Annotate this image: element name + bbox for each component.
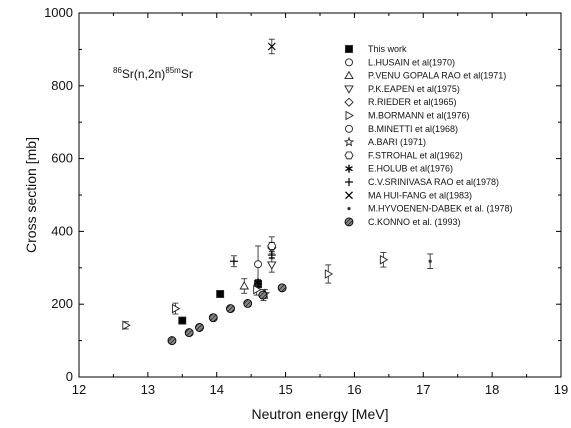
reaction-text-a: Sr(n,2n) [122, 67, 165, 81]
data-point-triangle-right [171, 302, 181, 315]
legend-entry: F.STROHAL et al(1962) [368, 150, 463, 160]
data-point-hatched-circle [226, 304, 235, 314]
data-point-hatched-circle [208, 313, 218, 323]
data-point-circle [254, 245, 262, 283]
reaction-annotation: 86Sr(n,2n)85mSr [113, 66, 193, 81]
legend-entry: C.KONNO et al. (1993) [368, 217, 461, 227]
legend-entry: M.HYVOENEN-DABEK et al. (1978) [368, 204, 513, 214]
x-tick-label: 15 [278, 382, 292, 397]
legend-marker-small-dot [347, 207, 351, 211]
legend-marker-hexagon [344, 151, 354, 160]
data-point-triangle-up [239, 278, 250, 294]
data-point-small-dot [427, 253, 434, 269]
legend-entry: MA HUI-FANG et al(1983) [368, 190, 472, 200]
legend-marker-diamond [344, 97, 354, 107]
data-point-filled-square [178, 316, 187, 325]
legend-entry: P.K.EAPEN et al(1975) [368, 84, 460, 94]
x-axis-label: Neutron energy [MeV] [252, 406, 389, 422]
legend-entry: E.HOLUB et al(1976) [368, 164, 453, 174]
x-tick-label: 19 [554, 382, 568, 397]
data-point-plus [229, 255, 238, 268]
legend-marker-triangle-right [345, 110, 354, 121]
data-point-filled-square [216, 290, 225, 298]
legend-marker-circle [345, 124, 353, 133]
legend-entry: This work [368, 44, 407, 54]
y-tick-label: 200 [51, 296, 73, 311]
legend-marker-plus [345, 178, 353, 186]
legend-entry: L.HUSAIN et al(1970) [368, 57, 455, 67]
x-tick-label: 13 [141, 382, 155, 397]
data-point-hatched-circle [258, 290, 268, 300]
legend-marker-triangle-up [344, 70, 354, 80]
data-point-plus [267, 250, 276, 260]
data-point-triangle-right [122, 320, 131, 331]
legend-marker-star [343, 136, 355, 147]
legend-marker-circle [345, 58, 353, 67]
data-point-hatched-circle [277, 283, 287, 293]
y-axis-label: Cross section [mb] [23, 137, 39, 253]
legend-marker-filled-square [345, 45, 353, 53]
x-tick-label: 14 [209, 382, 223, 397]
data-point-x [267, 38, 276, 55]
data-point-triangle-right [379, 252, 389, 268]
legend-marker-asterisk [345, 164, 353, 173]
y-tick-label: 600 [51, 151, 73, 166]
x-tick-label: 18 [485, 382, 499, 397]
legend-marker-triangle-down [344, 85, 354, 94]
reaction-mass-a: 86 [113, 66, 122, 75]
reaction-mass-b: 85m [165, 66, 181, 75]
y-tick-label: 0 [66, 369, 73, 384]
x-tick-label: 16 [347, 382, 361, 397]
legend-entry: M.BORMANN et al(1976) [368, 111, 470, 121]
legend-entry: B.MINETTI et al(1968) [368, 124, 458, 134]
y-tick-label: 400 [51, 223, 73, 238]
legend-entry: R.RIEDER et al(1965) [368, 97, 457, 107]
data-point-triangle-down [267, 257, 277, 273]
data-point-asterisk [254, 278, 262, 287]
x-tick-label: 17 [416, 382, 430, 397]
y-tick-label: 1000 [44, 5, 73, 20]
reaction-text-b: Sr [181, 67, 193, 81]
legend-marker-hatched-circle [344, 217, 354, 227]
data-point-hatched-circle [195, 323, 204, 332]
data-point-hatched-circle [243, 299, 253, 308]
legend-entry: C.V.SRINIVASA RAO et al(1978) [368, 177, 499, 187]
legend-entry: P.VENU GOPALA RAO et al(1971) [368, 71, 506, 81]
legend-marker-x [345, 191, 353, 200]
data-point-triangle-right [324, 264, 334, 284]
y-tick-label: 800 [51, 78, 73, 93]
legend-entry: A.BARI (1971) [368, 137, 426, 147]
data-point-hatched-circle [167, 336, 177, 346]
x-tick-label: 12 [72, 382, 86, 397]
data-point-hatched-circle [184, 328, 194, 338]
